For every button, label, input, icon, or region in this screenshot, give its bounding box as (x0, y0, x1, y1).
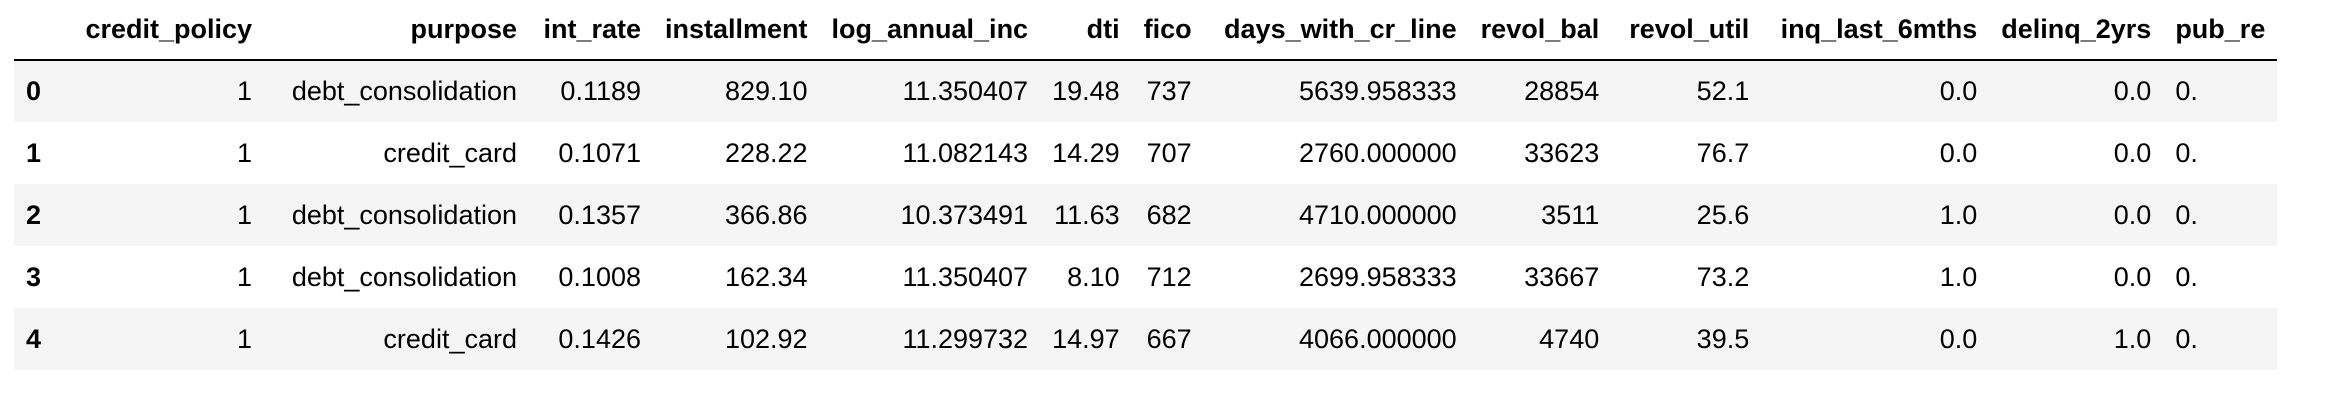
table-cell: 52.1 (1696, 76, 1750, 106)
table-cell: 228.22 (724, 137, 808, 168)
column-header: installment (653, 0, 820, 61)
table-cell: 1.0 (1939, 199, 1978, 230)
table-cell: 0.0 (1939, 137, 1978, 168)
table-cell: 162.34 (724, 261, 808, 292)
table-cell: 76.7 (1696, 137, 1750, 168)
table-cell: 11.082143 (902, 137, 1029, 168)
table-cell: credit_card (383, 137, 517, 168)
table-cell: 5639.958333 (1299, 76, 1457, 106)
row-index: 3 (26, 261, 42, 292)
table-cell: 39.5 (1696, 323, 1750, 354)
table-cell: 11.350407 (902, 76, 1029, 106)
table-cell: 707 (1146, 137, 1192, 168)
table-cell: debt_consolidation (291, 76, 517, 106)
table-cell: 1.0 (1939, 261, 1978, 292)
table-cell: 667 (1146, 323, 1192, 354)
table-cell: 1 (236, 199, 252, 230)
column-header: delinq_2yrs (1989, 0, 2164, 61)
table-cell: 712 (1146, 261, 1192, 292)
table-cell: 28854 (1524, 76, 1600, 106)
row-index: 1 (26, 137, 42, 168)
table-cell: 3511 (1541, 199, 1600, 230)
header-row: credit_policy purpose int_rate installme… (14, 0, 2278, 61)
table-cell: 19.48 (1052, 76, 1120, 106)
column-header: purpose (264, 0, 529, 61)
table-cell: 14.97 (1052, 323, 1120, 354)
row-index: 4 (26, 323, 42, 354)
table-cell: 0.1008 (558, 261, 641, 292)
row-index: 0 (26, 76, 42, 106)
table-cell: 1.0 (2113, 323, 2152, 354)
table-cell: credit_card (383, 323, 517, 354)
table-cell: 4740 (1539, 323, 1600, 354)
table-cell: 0. (2175, 323, 2198, 354)
column-header: fico (1131, 0, 1204, 61)
column-header: revol_util (1611, 0, 1762, 61)
column-header: pub_re (2163, 0, 2278, 61)
table-row: 2 1 debt_consolidation 0.1357 366.86 10.… (14, 184, 2278, 246)
table-cell: 737 (1146, 76, 1192, 106)
table-cell: 0.0 (1939, 76, 1978, 106)
table-cell: 1 (236, 261, 252, 292)
table-cell: 11.63 (1054, 199, 1120, 230)
table-cell: 682 (1146, 199, 1192, 230)
table-cell: 1 (236, 323, 252, 354)
table-cell: 0. (2175, 76, 2198, 106)
column-header: credit_policy (54, 0, 264, 61)
table-row: 4 1 credit_card 0.1426 102.92 11.299732 … (14, 308, 2278, 370)
table-cell: 2699.958333 (1299, 261, 1457, 292)
table-cell: 0.1071 (558, 137, 641, 168)
table-cell: 0.0 (1939, 323, 1978, 354)
table-cell: 14.29 (1052, 137, 1120, 168)
table-cell: 0.0 (2113, 137, 2152, 168)
table-cell: 4710.000000 (1299, 199, 1457, 230)
column-header: dti (1040, 0, 1132, 61)
table-cell: 366.86 (724, 199, 808, 230)
column-header: inq_last_6mths (1761, 0, 1990, 61)
column-header: days_with_cr_line (1203, 0, 1469, 61)
table-cell: debt_consolidation (291, 261, 517, 292)
table-cell: 0.1189 (560, 76, 641, 106)
table-row: 3 1 debt_consolidation 0.1008 162.34 11.… (14, 246, 2277, 308)
table-row: 1 1 credit_card 0.1071 228.22 11.082143 … (14, 122, 2277, 184)
dataframe-table: credit_policy purpose int_rate installme… (14, 0, 2278, 370)
table-cell: 33667 (1524, 261, 1600, 292)
table-cell: 8.10 (1067, 261, 1120, 292)
table-cell: 0.0 (2113, 199, 2152, 230)
table-cell: 0.0 (2113, 76, 2152, 106)
table-cell: 1 (236, 137, 252, 168)
column-header: int_rate (529, 0, 653, 61)
table-cell: 0. (2175, 261, 2198, 292)
table-cell: 0.0 (2113, 261, 2152, 292)
table-cell: 25.6 (1696, 199, 1750, 230)
table-cell: 0. (2175, 199, 2198, 230)
table-cell: 11.350407 (902, 261, 1029, 292)
table-cell: 33623 (1524, 137, 1600, 168)
table-cell: 102.92 (724, 323, 808, 354)
table-cell: debt_consolidation (291, 199, 517, 230)
table-cell: 4066.000000 (1299, 323, 1457, 354)
column-header: log_annual_inc (819, 0, 1041, 61)
index-header (14, 0, 54, 61)
table-row: 0 1 debt_consolidation 0.1189 829.10 11.… (14, 60, 2278, 122)
table-cell: 73.2 (1696, 261, 1750, 292)
table-cell: 829.10 (724, 76, 808, 106)
table-cell: 1 (236, 76, 252, 106)
table-cell: 0. (2175, 137, 2198, 168)
table-cell: 11.299732 (902, 323, 1029, 354)
row-index: 2 (26, 199, 42, 230)
table-cell: 0.1426 (558, 323, 641, 354)
table-cell: 0.1357 (558, 199, 641, 230)
table-cell: 10.373491 (900, 199, 1029, 230)
table-cell: 2760.000000 (1299, 137, 1457, 168)
column-header: revol_bal (1468, 0, 1612, 61)
